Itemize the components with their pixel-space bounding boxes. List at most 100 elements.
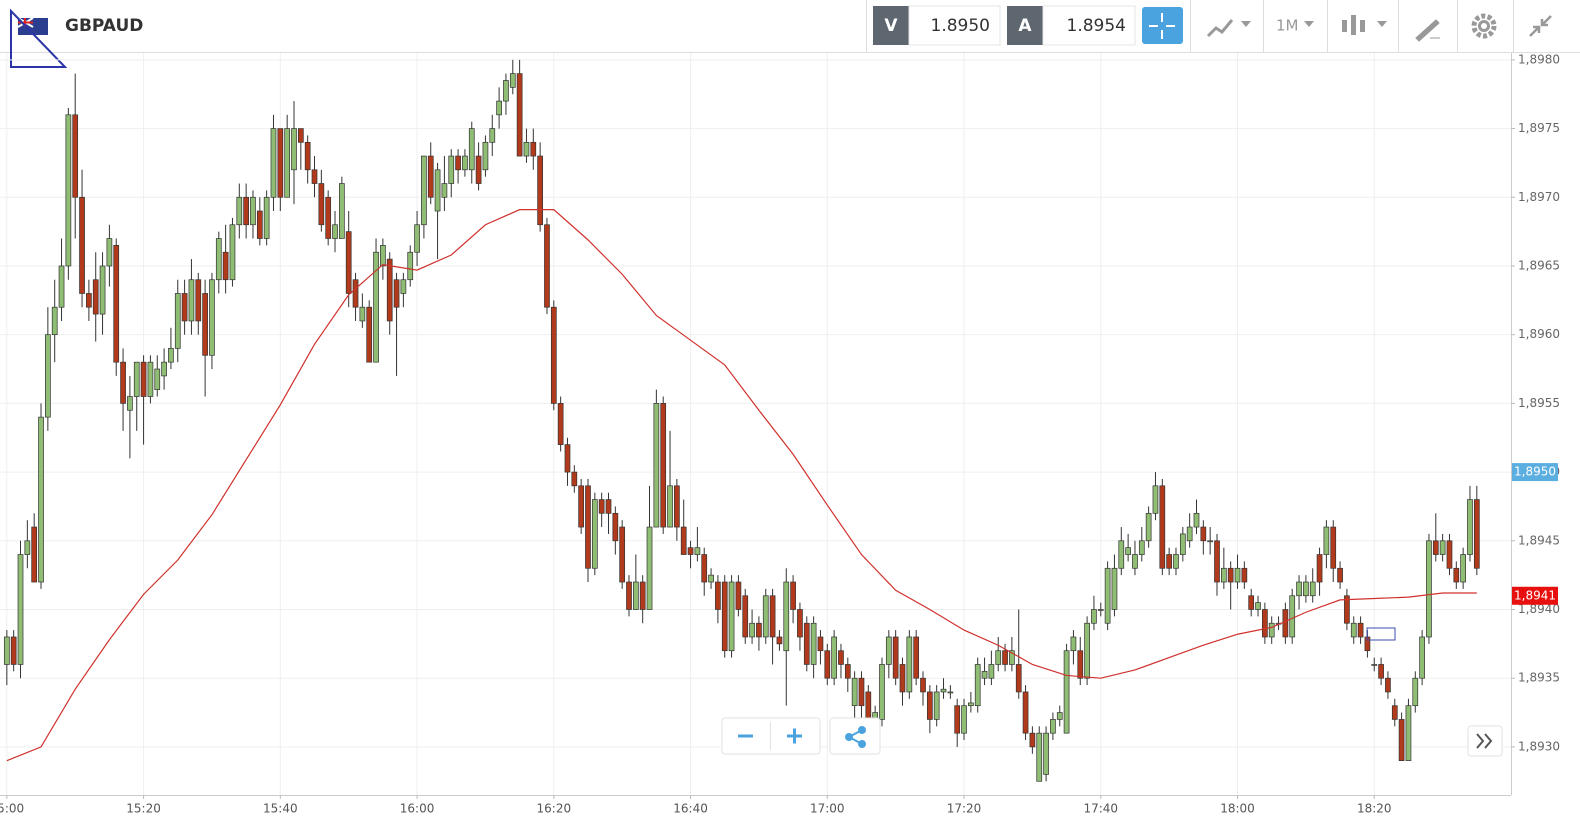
timeframe[interactable]: 1M bbox=[1276, 17, 1299, 35]
candle-up bbox=[974, 664, 981, 707]
candle-up bbox=[24, 540, 31, 555]
candle-down bbox=[86, 293, 92, 308]
sell-button[interactable] bbox=[873, 6, 909, 45]
candle-down bbox=[612, 512, 619, 542]
candle-up bbox=[1439, 540, 1446, 555]
candle-down bbox=[1029, 732, 1036, 748]
y-tick-label: 1,8975 bbox=[1518, 121, 1560, 135]
candle-up bbox=[45, 334, 51, 418]
candle-down bbox=[140, 361, 147, 397]
buy-button[interactable] bbox=[1007, 6, 1043, 45]
y-tick-label: 1,8940 bbox=[1518, 602, 1560, 616]
candle-down bbox=[256, 210, 263, 239]
candle-down bbox=[318, 183, 325, 226]
candle-up bbox=[1289, 595, 1296, 638]
candle-down bbox=[530, 141, 537, 157]
candle-up bbox=[1050, 719, 1056, 734]
candle-up bbox=[1323, 526, 1330, 555]
candle-up bbox=[1371, 664, 1378, 666]
candle-up bbox=[1467, 499, 1473, 555]
buy-box[interactable] bbox=[1042, 5, 1136, 46]
annotation-triangle bbox=[10, 8, 68, 68]
candle-up bbox=[1268, 622, 1275, 638]
candle-up bbox=[1104, 567, 1111, 624]
candle-up bbox=[215, 238, 222, 281]
candle-up bbox=[133, 361, 140, 397]
chart-type-button[interactable] bbox=[1342, 15, 1387, 35]
candle-down bbox=[113, 245, 120, 363]
candle-down bbox=[325, 196, 332, 239]
crosshair-button[interactable] bbox=[1142, 7, 1183, 44]
candle-up bbox=[1097, 609, 1104, 611]
candle-up bbox=[762, 595, 769, 638]
candle-down bbox=[352, 279, 359, 308]
candle-up bbox=[1220, 567, 1227, 583]
candle-up bbox=[58, 265, 65, 308]
candle-up bbox=[708, 574, 714, 583]
candle-down bbox=[865, 691, 872, 720]
candle-down bbox=[92, 279, 99, 315]
candle-up bbox=[1111, 567, 1118, 610]
candle-up bbox=[810, 622, 817, 665]
candle-down bbox=[687, 547, 694, 555]
share-button[interactable] bbox=[845, 726, 866, 748]
candle-up bbox=[694, 547, 701, 555]
candle-up bbox=[291, 128, 297, 171]
candle-up bbox=[981, 670, 988, 679]
candle-up bbox=[995, 650, 1002, 665]
y-tick-label: 1,8970 bbox=[1518, 190, 1560, 204]
candle-down bbox=[243, 196, 249, 226]
candle-down bbox=[1282, 609, 1289, 638]
x-tick-label: 18:20 bbox=[1357, 802, 1392, 816]
candle-up bbox=[1138, 540, 1145, 555]
candle-up bbox=[879, 664, 885, 720]
settings-button[interactable] bbox=[1471, 13, 1497, 39]
price-tag-label: 1,8941 bbox=[1514, 588, 1556, 602]
candle-up bbox=[1118, 540, 1125, 569]
price-tag bbox=[1512, 586, 1558, 605]
y-tick-label: 1,8935 bbox=[1518, 671, 1560, 685]
zoom-controls bbox=[721, 717, 1503, 757]
candle-down bbox=[817, 636, 824, 652]
candle-up bbox=[633, 581, 639, 610]
candle-up bbox=[448, 155, 455, 184]
candle-down bbox=[756, 622, 762, 638]
x-tick-label: 15:00 bbox=[0, 802, 24, 816]
candle-up bbox=[653, 403, 660, 528]
candle-up bbox=[1091, 609, 1097, 624]
candle-up bbox=[1070, 636, 1077, 652]
candle-down bbox=[1378, 664, 1384, 679]
candle-up bbox=[1234, 567, 1241, 583]
candle-up bbox=[147, 361, 154, 397]
sell-box[interactable] bbox=[908, 5, 1001, 46]
candle-up bbox=[1303, 581, 1309, 597]
x-tick-label: 15:20 bbox=[126, 802, 161, 816]
candle-down bbox=[824, 650, 831, 679]
candle-up bbox=[1145, 512, 1152, 542]
candle-up bbox=[168, 348, 174, 363]
candle-up bbox=[441, 183, 448, 198]
buy-label: A bbox=[1018, 16, 1032, 36]
candle-up bbox=[284, 128, 291, 198]
candle-up bbox=[667, 485, 673, 528]
candle-down bbox=[735, 581, 742, 610]
y-tick-label: 1,8960 bbox=[1518, 327, 1560, 341]
zoom-in[interactable] bbox=[787, 728, 802, 744]
candle-down bbox=[1432, 540, 1439, 555]
candle-down bbox=[776, 636, 783, 645]
candle-down bbox=[181, 293, 188, 322]
candle-up bbox=[940, 688, 947, 693]
candle-down bbox=[899, 664, 906, 693]
indicator-button[interactable] bbox=[1206, 19, 1251, 38]
candle-down bbox=[674, 485, 680, 528]
scroll-end-button[interactable] bbox=[1476, 733, 1493, 749]
draw-button[interactable] bbox=[1415, 19, 1440, 42]
symbol: GBPAUD bbox=[65, 16, 143, 36]
candle-up bbox=[236, 196, 243, 226]
candle-down bbox=[838, 650, 844, 665]
candle-up bbox=[1036, 732, 1043, 782]
candle-down bbox=[598, 499, 605, 514]
candle-up bbox=[1186, 526, 1193, 542]
candle-up bbox=[728, 581, 735, 652]
collapse-button[interactable] bbox=[1529, 15, 1552, 37]
